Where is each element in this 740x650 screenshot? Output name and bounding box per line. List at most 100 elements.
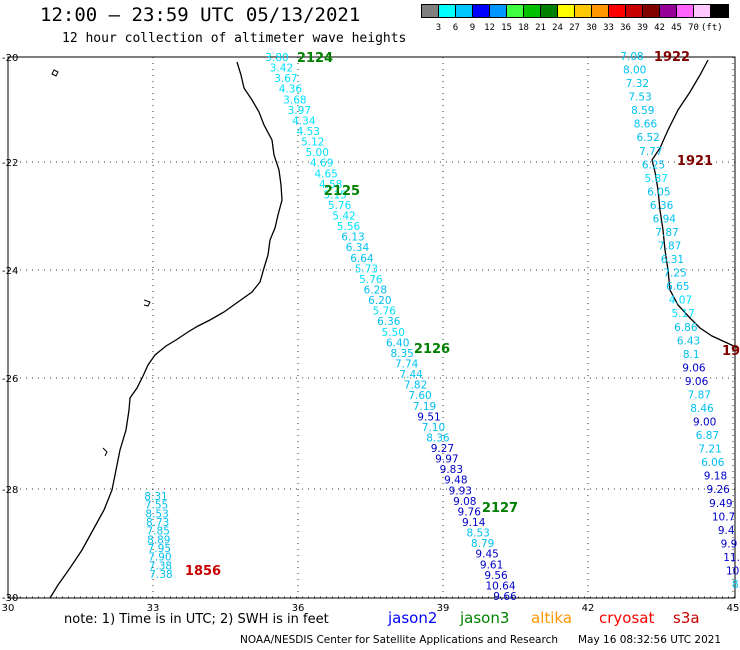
map-title: 12:00 – 23:59 UTC 05/13/2021 — [40, 4, 361, 26]
map-note: note: 1) Time is in UTC; 2) SWH is in fe… — [64, 612, 329, 627]
wave-height-label-left: 8.73 — [146, 517, 169, 529]
wave-height-label-right: 9.06 — [682, 362, 706, 374]
wave-height-label-center: 9.45 — [475, 549, 498, 561]
wave-height-label-right: 5.87 — [645, 173, 668, 185]
wave-height-label-right: 6.52 — [636, 132, 659, 144]
colorbar-tick-label: 12 — [484, 23, 495, 33]
wave-height-label-center: 6.40 — [386, 337, 409, 349]
wave-height-label-center: 8.36 — [426, 432, 450, 444]
lat-tick-label: -22 — [2, 158, 18, 169]
pass-id-label: 1922 — [654, 50, 690, 65]
wave-height-label-right: 9.9 — [721, 538, 738, 550]
colorbar-tick-label: 42 — [654, 23, 665, 33]
wave-height-label-right: 4.07 — [669, 295, 692, 307]
lon-tick-label: 42 — [582, 603, 595, 614]
wave-height-label-right: 10. — [726, 565, 740, 577]
colorbar-tick-label: 15 — [501, 23, 512, 33]
satellite-legend-altika: altika — [531, 609, 573, 627]
wave-height-label-left: 8.53 — [145, 508, 168, 520]
coastline-africa — [49, 61, 283, 599]
wave-height-label-center: 9.76 — [458, 506, 482, 518]
wave-height-label-center: 8.35 — [390, 348, 413, 360]
wave-height-label-center: 6.28 — [364, 285, 387, 297]
wave-height-label-right: 7.77 — [639, 146, 662, 158]
wave-height-label-left: 7.55 — [145, 500, 168, 512]
wave-height-label-center: 6.34 — [346, 242, 370, 254]
wave-height-label-center: 7.74 — [395, 358, 419, 370]
colorbar-tick-label: 9 — [469, 23, 476, 33]
wave-height-label-center: 4.53 — [297, 126, 320, 138]
wave-height-label-right: 8.46 — [690, 403, 714, 415]
inland-lake-outline — [51, 69, 59, 77]
wave-height-label-right: 10.7 — [712, 511, 735, 523]
pass-id-label: 2124 — [297, 51, 333, 66]
wave-height-label-center: 5.73 — [355, 263, 378, 275]
pass-id-label: 2127 — [482, 501, 518, 516]
wave-height-label-right: 5.17 — [671, 308, 694, 320]
wave-height-label-center: 9.14 — [462, 517, 486, 529]
wave-height-label-right: 8.00 — [623, 65, 646, 77]
satellite-legend-jason3: jason3 — [460, 609, 510, 627]
wave-height-label-right: 6.05 — [647, 186, 670, 198]
wave-height-label-center: 5.00 — [306, 147, 329, 159]
colorbar-tick-label: (ft) — [701, 23, 723, 33]
colorbar-tick-label: 70 — [688, 23, 699, 33]
lat-tick-label: -20 — [2, 53, 18, 64]
wave-height-label-right: 6.86 — [674, 322, 698, 334]
lon-tick-label: 39 — [437, 603, 450, 614]
footer-timestamp: May 16 08:32:56 UTC 2021 — [578, 634, 722, 646]
wave-height-label-right: 7.32 — [626, 78, 649, 90]
wave-height-label-right: 7.25 — [663, 268, 686, 280]
colorbar-tick-label: 45 — [671, 23, 682, 33]
wave-height-label-left: 7.38 — [149, 560, 172, 572]
pass-id-label: 1856 — [185, 564, 221, 579]
wave-height-label-center: 4.34 — [292, 115, 316, 127]
wave-height-label-center: 4.36 — [279, 84, 303, 96]
wave-height-label-left: 8.89 — [147, 534, 170, 546]
wave-height-label-center: 5.42 — [332, 211, 355, 223]
wave-height-label-center: 4.69 — [310, 158, 333, 170]
wave-height-label-center: 5.76 — [373, 306, 397, 318]
wave-height-label-center: 8.79 — [471, 538, 494, 550]
pass-id-label: 1921 — [677, 154, 713, 169]
lat-tick-label: -26 — [2, 374, 18, 385]
satellite-legend-cryosat: cryosat — [599, 609, 655, 627]
colorbar-tick-label: 36 — [620, 23, 631, 33]
colorbar-tick-label: 6 — [452, 23, 459, 33]
colorbar-tick-label: 21 — [535, 23, 546, 33]
wave-height-label-center: 6.13 — [341, 232, 364, 244]
colorbar-tick-label: 27 — [569, 23, 580, 33]
wave-height-label-right: 8.66 — [634, 119, 658, 131]
wave-height-label-right: 9.18 — [704, 471, 727, 483]
wave-height-label-center: 5.76 — [359, 274, 383, 286]
wave-height-label-right: 7.87 — [655, 227, 678, 239]
wave-height-label-center: 3.97 — [288, 105, 311, 117]
wave-height-label-right: 6.87 — [696, 430, 719, 442]
wave-height-label-left: 7.90 — [148, 552, 171, 564]
map-subtitle: 12 hour collection of altimeter wave hei… — [62, 31, 407, 46]
wave-height-label-left: 7.38 — [149, 569, 172, 581]
wave-height-label-right: 6.65 — [666, 281, 689, 293]
wave-height-label-center: 6.64 — [350, 253, 374, 265]
wave-height-label-right: 11. — [723, 552, 740, 564]
wave-height-label-right: 7.08 — [620, 51, 643, 63]
lon-tick-label: 33 — [147, 603, 160, 614]
satellite-legend-s3a: s3a — [673, 609, 700, 627]
colorbar-tick-label: 30 — [586, 23, 597, 33]
wave-height-label-center: 8.53 — [466, 528, 489, 540]
wave-height-label-center: 9.48 — [444, 475, 467, 487]
coastline-madagascar — [651, 59, 739, 349]
wave-height-label-center: 4.58 — [319, 179, 342, 191]
footer-credit: NOAA/NESDIS Center for Satellite Applica… — [240, 634, 558, 646]
wave-height-label-right: 6.94 — [653, 213, 677, 225]
wave-height-label-right: 6.43 — [677, 335, 700, 347]
wave-height-label-right: 9.49 — [709, 498, 732, 510]
wave-height-label-right: 9.06 — [685, 376, 709, 388]
wave-height-label-center: 7.82 — [404, 380, 427, 392]
wave-height-label-center: 9.66 — [493, 591, 517, 603]
wave-height-label-center: 5.76 — [328, 200, 352, 212]
lon-tick-label: 30 — [2, 603, 15, 614]
wave-height-label-right: 8. — [732, 579, 740, 591]
river-outline — [102, 299, 151, 457]
